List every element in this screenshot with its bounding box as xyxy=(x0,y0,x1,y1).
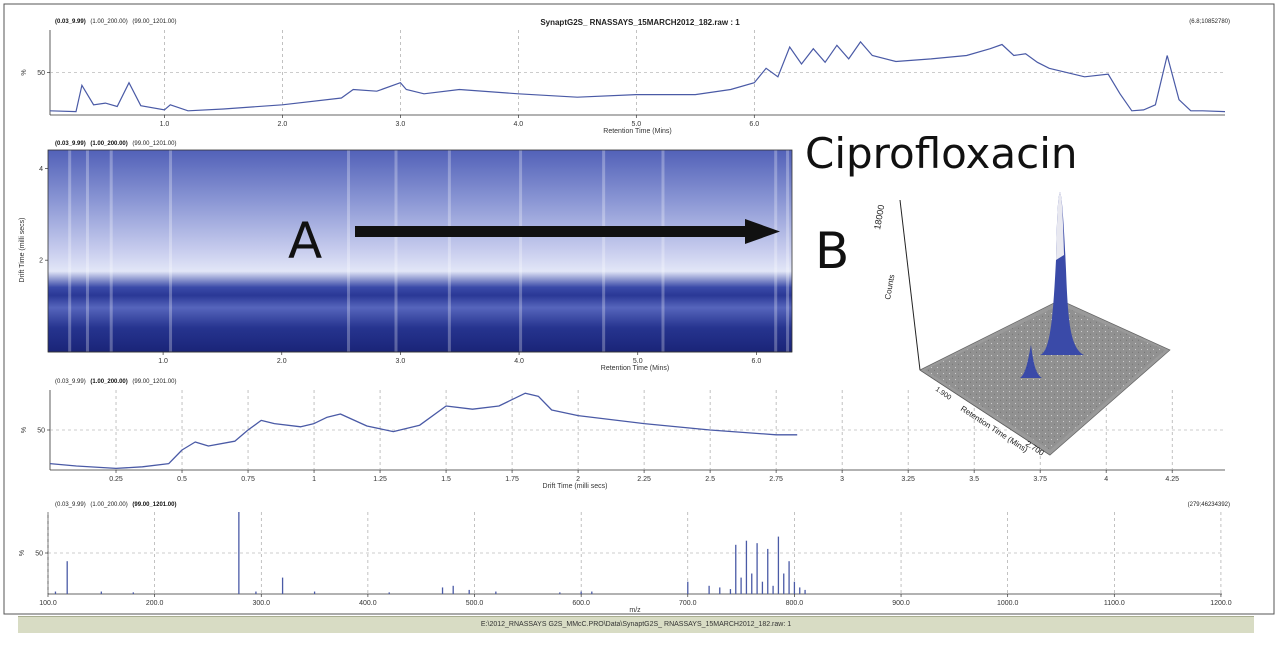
mobilogram-xtick-label: 1 xyxy=(312,476,316,483)
mass_spectrum-ylabel: % xyxy=(19,550,26,556)
mass_spectrum-xtick-label: 500.0 xyxy=(466,600,484,607)
mobilogram-xtick-label: 1.5 xyxy=(441,476,451,483)
tic-xtick-label: 5.0 xyxy=(631,121,641,128)
drift_vs_retention-xlabel: Retention Time (Mins) xyxy=(601,365,669,372)
heatmap-streak xyxy=(774,150,777,352)
label-b: B xyxy=(815,222,849,280)
heatmap-streak xyxy=(786,150,789,352)
mobilogram-xtick-label: 3.5 xyxy=(969,476,979,483)
tic-ylabel: % xyxy=(21,69,28,75)
mobilogram-xtick-label: 0.5 xyxy=(177,476,187,483)
compound-label: Ciprofloxacin xyxy=(805,129,1078,178)
heatmap-streak xyxy=(110,150,113,352)
tic-xtick-label: 3.0 xyxy=(396,121,406,128)
surface-3d-inset: 18000 Counts 1.900 Retention Time (Mins)… xyxy=(872,192,1170,458)
tic-xtick-label: 4.0 xyxy=(513,121,523,128)
mass-spectrum-panel: 100.0 200.0 300.0 400.0 500.0 600.0 700.0 800.0… xyxy=(19,512,1232,614)
mobilogram-xtick-label: 2.5 xyxy=(705,476,715,483)
mobilogram-xtick-label: 3 xyxy=(840,476,844,483)
mobilogram-xtick-label: 2.25 xyxy=(637,476,651,483)
mobilogram-xtick-label: 1.75 xyxy=(505,476,519,483)
heatmap-streak xyxy=(394,150,397,352)
mobilogram-xtick-label: 0.75 xyxy=(241,476,255,483)
panel2-range: (0.03_9.99) (1.00_200.00) (99.00_1201.00… xyxy=(55,141,176,147)
surface-main-peak-highlight xyxy=(1056,192,1064,260)
tic-xtick-label: 6.0 xyxy=(749,121,759,128)
panel4-range: (0.03_9.99) (1.00_200.00) (99.00_1201.00… xyxy=(55,502,176,508)
surface-z-label: Counts xyxy=(883,274,896,301)
label-a: A xyxy=(288,212,322,270)
drift_vs_retention-xtick-label: 2.0 xyxy=(277,358,287,365)
mobilogram-xtick-label: 1.25 xyxy=(373,476,387,483)
tic-xlabel: Retention Time (Mins) xyxy=(603,128,671,135)
heatmap-panel: 1.0 2.0 3.0 4.0 5.0 6.0 2 4 Retention Time (Mins… xyxy=(19,150,792,372)
mass_spectrum-xtick-label: 400.0 xyxy=(359,600,377,607)
mobilogram-xtick-label: 4 xyxy=(1104,476,1108,483)
tic-xtick-label: 1.0 xyxy=(160,121,170,128)
drift_vs_retention-xtick-label: 6.0 xyxy=(752,358,762,365)
status-bar: E:\2012_RNASSAYS G2S_MMcC.PRO\Data\Synap… xyxy=(18,616,1254,633)
surface-z-tick: 18000 xyxy=(872,204,886,230)
surface-z-axis xyxy=(900,200,920,370)
mass_spectrum-xtick-label: 300.0 xyxy=(252,600,270,607)
drift_vs_retention-xtick-label: 4.0 xyxy=(514,358,524,365)
ms-intensity: (279;46234392) xyxy=(1188,502,1230,508)
panel1-range: (0.03_9.99) (1.00_200.00) (99.00_1201.00… xyxy=(55,19,176,25)
mass_spectrum-xtick-label: 100.0 xyxy=(39,600,57,607)
drift_vs_retention-ylabel: Drift Time (milli secs) xyxy=(19,218,26,283)
tic-intensity: (6.8;10852780) xyxy=(1189,19,1230,25)
mobilogram-xtick-label: 3.25 xyxy=(901,476,915,483)
mass_spectrum-xtick-label: 1000.0 xyxy=(997,600,1019,607)
heatmap-streak xyxy=(661,150,664,352)
mass_spectrum-xtick-label: 800.0 xyxy=(786,600,804,607)
tic-xtick-label: 2.0 xyxy=(278,121,288,128)
mobilogram-xtick-label: 4.25 xyxy=(1165,476,1179,483)
heatmap-streak xyxy=(347,150,350,352)
mass_spectrum-xtick-label: 700.0 xyxy=(679,600,697,607)
heatmap-streak xyxy=(519,150,522,352)
heatmap-streak xyxy=(448,150,451,352)
drift_vs_retention-xtick-label: 1.0 xyxy=(158,358,168,365)
mobilogram-xtick-label: 2 xyxy=(576,476,580,483)
heatmap-streak xyxy=(68,150,71,352)
mobilogram-xtick-label: 0.25 xyxy=(109,476,123,483)
mobilogram-trace xyxy=(50,393,797,468)
mobilogram-ytick-label: 50 xyxy=(37,428,45,435)
tic-panel: 1.0 2.0 3.0 4.0 5.0 6.0 50 Retention Time (Mins… xyxy=(21,30,1225,135)
heatmap-body xyxy=(48,150,792,352)
heatmap-streak xyxy=(602,150,605,352)
drift_vs_retention-ytick-label: 4 xyxy=(39,166,43,173)
mobilogram-xtick-label: 3.75 xyxy=(1033,476,1047,483)
heatmap-streak xyxy=(86,150,89,352)
mobilogram-xlabel: Drift Time (milli secs) xyxy=(543,483,608,490)
drift_vs_retention-xtick-label: 3.0 xyxy=(396,358,406,365)
mass_spectrum-ytick-label: 50 xyxy=(35,551,43,558)
file-title: SynaptG2S_ RNASSAYS_15MARCH2012_182.raw … xyxy=(540,18,740,27)
mass_spectrum-xtick-label: 200.0 xyxy=(146,600,164,607)
drift_vs_retention-xtick-label: 5.0 xyxy=(633,358,643,365)
mass_spectrum-xlabel: m/z xyxy=(629,607,641,614)
tic-trace xyxy=(50,42,1225,112)
mass_spectrum-xtick-label: 1200.0 xyxy=(1210,600,1232,607)
mobilogram-xtick-label: 2.75 xyxy=(769,476,783,483)
mobilogram-ylabel: % xyxy=(21,427,28,433)
heatmap-streak xyxy=(169,150,172,352)
mass_spectrum-xtick-label: 1100.0 xyxy=(1104,600,1125,607)
mass_spectrum-xtick-label: 900.0 xyxy=(892,600,910,607)
drift_vs_retention-ytick-label: 2 xyxy=(39,258,43,265)
panel3-range: (0.03_9.99) (1.00_200.00) (99.00_1201.00… xyxy=(55,379,176,385)
mass_spectrum-xtick-label: 600.0 xyxy=(572,600,590,607)
tic-ytick-label: 50 xyxy=(37,70,45,77)
